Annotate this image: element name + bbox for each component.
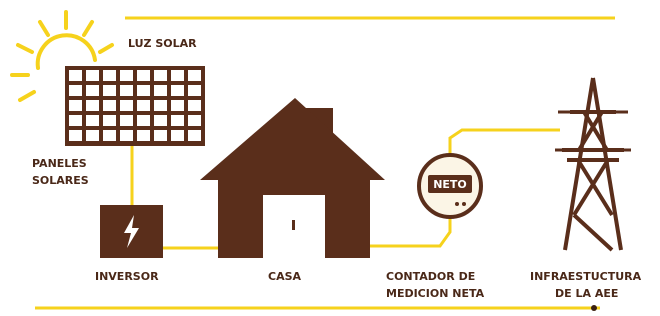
panel-cell	[103, 70, 116, 81]
label: DE LA AEE	[555, 287, 618, 300]
meter: NETO	[419, 155, 481, 217]
panel-cell	[69, 115, 82, 126]
label: CONTADOR DE	[386, 270, 475, 283]
panel-cell	[188, 130, 201, 141]
solar-panel	[65, 66, 205, 146]
panel-cell	[171, 70, 184, 81]
dot	[591, 305, 597, 311]
panel-cell	[154, 85, 167, 96]
panel-cell	[103, 85, 116, 96]
label: INFRAESTUCTURA	[530, 270, 642, 283]
label: SOLARES	[32, 174, 89, 187]
panel-cell	[69, 85, 82, 96]
tower	[555, 78, 631, 250]
panel-cell	[86, 115, 99, 126]
panel-cell	[103, 130, 116, 141]
panel-cell	[120, 85, 133, 96]
inverter	[100, 205, 163, 258]
panel-cell	[120, 70, 133, 81]
panel-cell	[103, 115, 116, 126]
panel-cell	[188, 100, 201, 111]
diagram: LUZ SOLAR NETO PANELES SOLARES INVERSOR …	[0, 0, 660, 316]
panel-cell	[86, 130, 99, 141]
panel-cell	[137, 70, 150, 81]
panel-cell	[86, 70, 99, 81]
sun-label: LUZ SOLAR	[128, 37, 197, 50]
panel-cell	[69, 130, 82, 141]
panel-cell	[154, 115, 167, 126]
panel-cell	[188, 115, 201, 126]
panel-cell	[137, 100, 150, 111]
meter-text: NETO	[433, 178, 467, 191]
panel-cell	[120, 130, 133, 141]
label: INVERSOR	[95, 270, 159, 283]
panel-cell	[154, 130, 167, 141]
wire	[450, 130, 560, 155]
panel-cell	[171, 100, 184, 111]
panel-cell	[86, 85, 99, 96]
wire	[360, 218, 450, 246]
panel-cell	[154, 70, 167, 81]
panel-cell	[103, 100, 116, 111]
panel-cell	[137, 115, 150, 126]
label: CASA	[268, 270, 302, 283]
label: PANELES	[32, 157, 87, 170]
panel-cell	[188, 70, 201, 81]
panel-cell	[86, 100, 99, 111]
panel-cell	[137, 85, 150, 96]
panel-cell	[171, 130, 184, 141]
house	[200, 98, 385, 258]
panel-cell	[120, 100, 133, 111]
panel-cell	[171, 85, 184, 96]
panel-cell	[188, 85, 201, 96]
panel-cell	[137, 130, 150, 141]
panel-cell	[120, 115, 133, 126]
panel-cell	[154, 100, 167, 111]
panel-cell	[69, 70, 82, 81]
panel-cell	[69, 100, 82, 111]
label: MEDICION NETA	[386, 287, 485, 300]
panel-cell	[171, 115, 184, 126]
